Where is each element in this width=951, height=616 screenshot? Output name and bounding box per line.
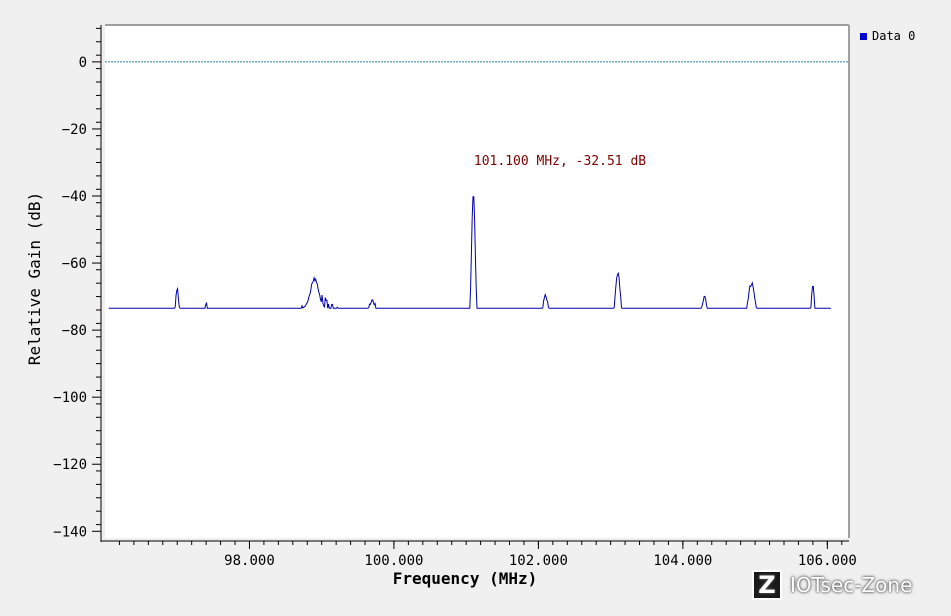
legend-label: Data 0 — [872, 29, 916, 43]
legend-swatch — [860, 32, 867, 40]
y-axis-title: Relative Gain (dB) — [25, 192, 44, 365]
watermark: Z IOTsec-Zone — [752, 570, 912, 600]
x-tick-label: 100.000 — [364, 553, 423, 569]
y-tick-label: −100 — [53, 390, 87, 406]
watermark-logo: Z — [752, 570, 782, 600]
legend: Data 0 — [860, 29, 915, 43]
y-tick-label: 0 — [79, 55, 87, 71]
x-axis-title: Frequency (MHz) — [393, 569, 538, 588]
y-tick-label: −40 — [62, 189, 87, 205]
y-tick-label: −20 — [62, 122, 87, 138]
x-tick-label: 104.000 — [653, 553, 712, 569]
y-tick-label: −60 — [62, 256, 87, 272]
watermark-text: IOTsec-Zone — [790, 573, 913, 597]
x-tick-label: 98.000 — [224, 553, 275, 569]
y-tick-label: −120 — [53, 457, 87, 473]
x-tick-label: 102.000 — [509, 553, 568, 569]
plot-area — [105, 25, 849, 538]
y-tick-label: −140 — [53, 524, 87, 540]
x-tick-label: 106.000 — [798, 553, 857, 569]
series-data-0-line — [108, 196, 831, 309]
peak-marker-label: 101.100 MHz, -32.51 dB — [474, 154, 646, 169]
y-tick-label: −80 — [62, 323, 87, 339]
